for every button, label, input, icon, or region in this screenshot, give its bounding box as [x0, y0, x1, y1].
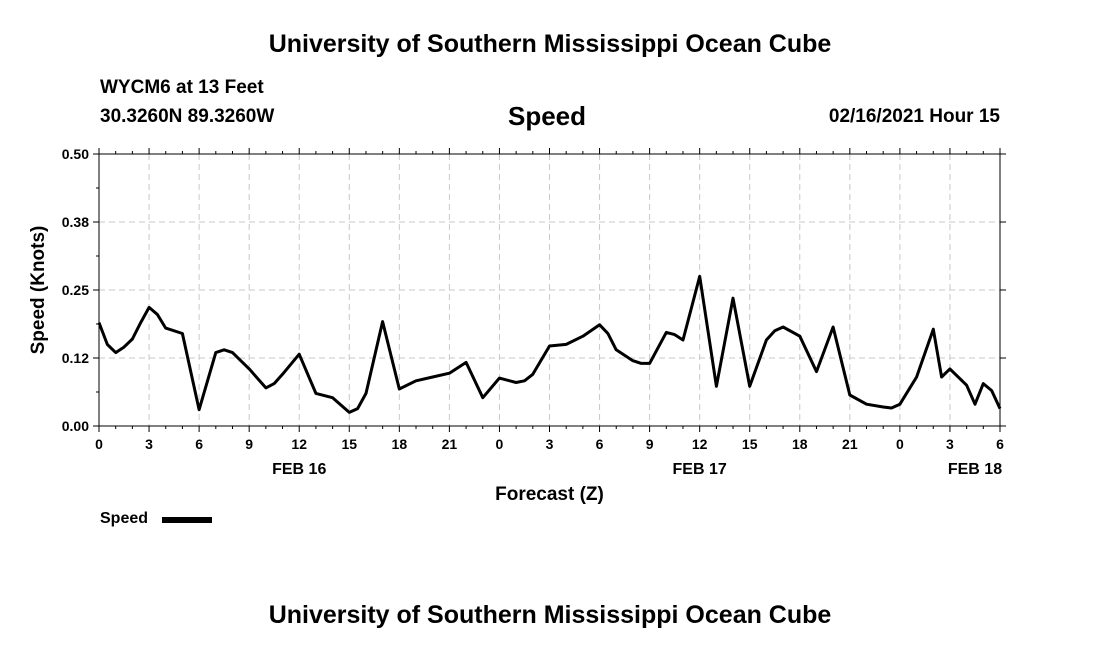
x-tick-label: 12 [291, 436, 307, 452]
x-tick-label: 0 [896, 436, 904, 452]
x-tick-label: 3 [145, 436, 153, 452]
coordinates-label: 30.3260N 89.3260W [100, 106, 275, 127]
x-tick-label: 21 [842, 436, 858, 452]
x-tick-label: 6 [996, 436, 1004, 452]
legend-swatch-speed [162, 517, 212, 523]
legend-label: Speed [100, 510, 149, 527]
x-tick-label: 21 [442, 436, 458, 452]
x-tick-label: 6 [596, 436, 604, 452]
grid-layer [99, 154, 1000, 426]
x-tick-label: 6 [195, 436, 203, 452]
y-tick-label: 0.50 [62, 146, 89, 162]
station-label: WYCM6 at 13 Feet [100, 77, 264, 98]
y-tick-label: 0.00 [62, 418, 89, 434]
chart-variable-title: Speed [508, 101, 587, 131]
series-layer [97, 274, 1002, 414]
series-line-speed [97, 274, 1002, 414]
x-tick-label: 15 [341, 436, 357, 452]
plot-frame [98, 153, 1001, 427]
datetime-label: 02/16/2021 Hour 15 [828, 106, 1000, 127]
x-tick-label: 9 [646, 436, 654, 452]
x-tick-label: 18 [392, 436, 408, 452]
label-layer: 0.00 0.12 0.25 0.38 0.50 0 3 6 9 12 15 18 21 0 3 6 9 12 15… [28, 146, 1004, 505]
day-label: FEB 16 [272, 461, 326, 478]
y-tick-label: 0.25 [62, 282, 89, 298]
x-tick-label: 3 [946, 436, 954, 452]
x-tick-label: 9 [245, 436, 253, 452]
axis-layer [93, 148, 1006, 432]
x-tick-label: 15 [742, 436, 758, 452]
y-axis-label: Speed (Knots) [28, 226, 49, 355]
x-tick-label: 12 [692, 436, 708, 452]
day-label: FEB 18 [948, 461, 1002, 478]
x-tick-label: 18 [792, 436, 808, 452]
day-label: FEB 17 [673, 461, 727, 478]
x-tick-label: 0 [95, 436, 103, 452]
x-tick-label: 3 [546, 436, 554, 452]
y-tick-label: 0.12 [62, 350, 89, 366]
y-tick-label: 0.38 [62, 214, 89, 230]
page-title-bottom: University of Southern Mississippi Ocean… [268, 601, 832, 629]
x-tick-label: 0 [496, 436, 504, 452]
page-title-top: University of Southern Mississippi Ocean… [268, 30, 832, 58]
x-axis-label: Forecast (Z) [495, 484, 604, 505]
